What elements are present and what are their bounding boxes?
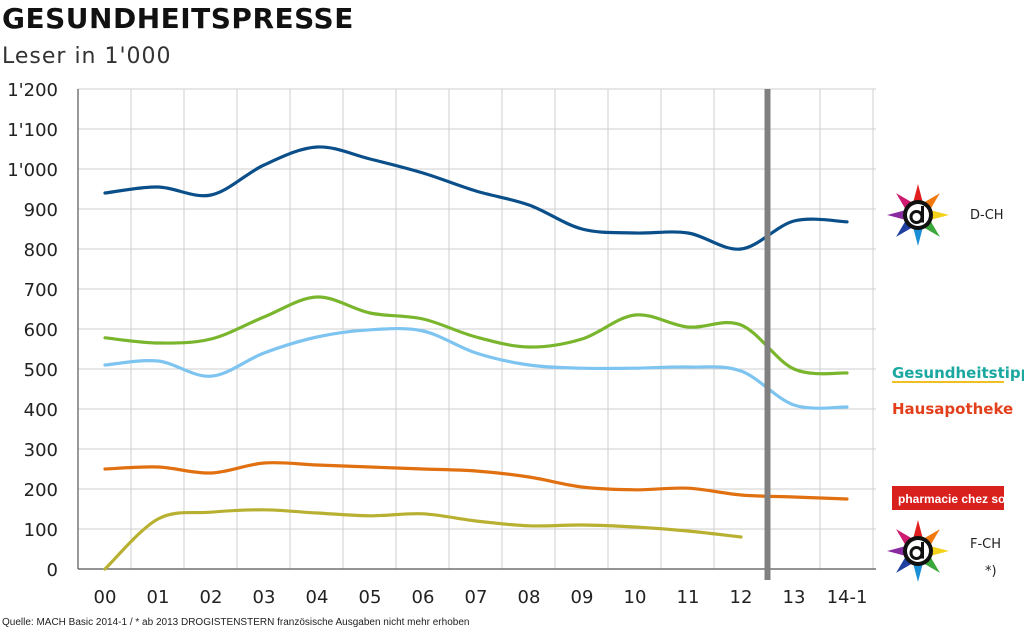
y-tick-label: 700 bbox=[24, 280, 58, 301]
star-petal bbox=[913, 227, 923, 246]
pharmacie-badge bbox=[892, 486, 1004, 510]
star-petal bbox=[887, 210, 906, 220]
series-line-hausapotheke bbox=[103, 326, 849, 410]
hausapotheke-logo: Hausapotheke bbox=[892, 400, 1013, 418]
gesundheitstipp-logo: Gesundheitstipp bbox=[892, 364, 1024, 383]
legend-label-f-ch: F-CH bbox=[970, 537, 1001, 552]
x-tick-label: 12 bbox=[730, 587, 753, 608]
x-tick-label: 08 bbox=[518, 587, 541, 608]
legend-brand-gesundheitstipp: Gesundheitstipp bbox=[892, 364, 1024, 382]
star-petal bbox=[913, 520, 923, 539]
star-petal bbox=[913, 184, 923, 203]
x-tick-label: 11 bbox=[677, 587, 700, 608]
legend: D-CH Gesundheitstipp Hausapotheke pharma… bbox=[887, 184, 1024, 582]
x-tick-label: 02 bbox=[200, 587, 223, 608]
chart-title: GESUNDHEITSPRESSE bbox=[2, 2, 354, 35]
star-petal bbox=[930, 210, 949, 220]
x-tick-label: 10 bbox=[624, 587, 647, 608]
break-marker bbox=[764, 89, 771, 580]
series-line-d-ch bbox=[103, 145, 849, 251]
x-tick-label: 13 bbox=[783, 587, 806, 608]
legend-label-d-ch: D-CH bbox=[970, 208, 1004, 223]
drogistenstern-logo bbox=[887, 520, 949, 582]
star-petal bbox=[930, 546, 949, 556]
y-tick-label: 900 bbox=[24, 200, 58, 221]
y-tick-label: 0 bbox=[47, 560, 58, 581]
legend-brand-pharmacie: pharmacie chez soi bbox=[898, 492, 1009, 506]
x-tick-label: 06 bbox=[412, 587, 435, 608]
y-tick-label: 1'000 bbox=[7, 160, 58, 181]
y-tick-label: 1'100 bbox=[7, 120, 58, 141]
x-tick-label: 03 bbox=[253, 587, 276, 608]
y-tick-label: 600 bbox=[24, 320, 58, 341]
y-tick-label: 800 bbox=[24, 240, 58, 261]
x-tick-label: 09 bbox=[571, 587, 594, 608]
legend-note-f-ch: *) bbox=[985, 564, 997, 579]
series-line-gesundheitstipp bbox=[103, 295, 849, 376]
y-tick-label: 100 bbox=[24, 520, 58, 541]
y-axis: 0 100 200 300 400 500 600 700 800 900 1'000 1'100 1'… bbox=[7, 80, 58, 581]
star-petal bbox=[913, 563, 923, 582]
star-petal bbox=[887, 546, 906, 556]
x-tick-label: 14-1 bbox=[827, 587, 868, 608]
y-tick-label: 200 bbox=[24, 480, 58, 501]
gesundheitstipp-underline bbox=[892, 381, 1004, 383]
pharmacie-chez-soi-logo: pharmacie chez soi bbox=[892, 486, 1009, 510]
y-tick-label: 1'200 bbox=[7, 80, 58, 101]
y-tick-label: 500 bbox=[24, 360, 58, 381]
x-tick-label: 04 bbox=[306, 587, 329, 608]
chart-grid bbox=[77, 88, 876, 570]
x-tick-label: 05 bbox=[359, 587, 382, 608]
x-axis: 00 01 02 03 04 05 06 07 08 09 10 11 12 13 14-1 bbox=[94, 587, 868, 608]
d-glyph-stem bbox=[921, 542, 924, 559]
source-note: Quelle: MACH Basic 2014-1 / * ab 2013 DR… bbox=[2, 617, 470, 628]
y-tick-label: 400 bbox=[24, 400, 58, 421]
x-tick-label: 01 bbox=[147, 587, 170, 608]
y-tick-label: 300 bbox=[24, 440, 58, 461]
series-line-f-ch bbox=[103, 508, 743, 571]
x-tick-label: 07 bbox=[465, 587, 488, 608]
x-tick-label: 00 bbox=[94, 587, 117, 608]
series-line-pharmacie-chez-soi bbox=[103, 461, 849, 501]
chart-subtitle: Leser in 1'000 bbox=[2, 44, 172, 69]
d-glyph-stem bbox=[921, 206, 924, 223]
series-lines bbox=[103, 145, 849, 571]
drogistenstern-logo bbox=[887, 184, 949, 246]
